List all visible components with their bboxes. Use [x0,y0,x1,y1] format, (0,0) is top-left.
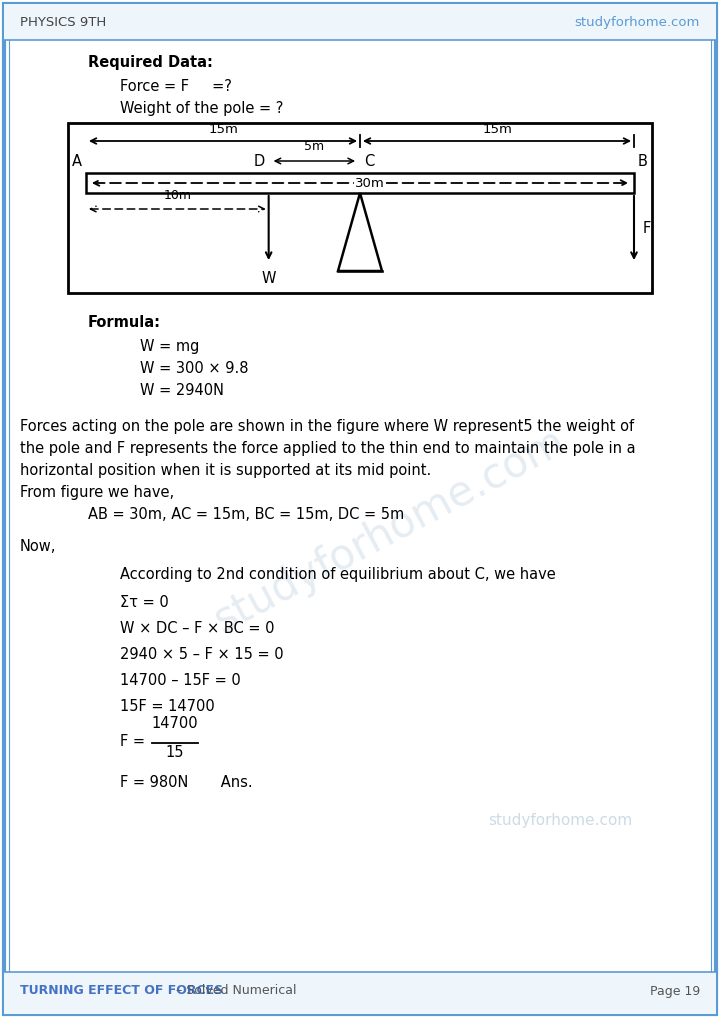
Text: 5m: 5m [305,140,325,153]
Text: F: F [643,221,652,235]
Text: 15m: 15m [482,123,512,136]
Text: W = 300 × 9.8: W = 300 × 9.8 [140,361,248,376]
Bar [4,4,716,40]
Text: C: C [364,154,374,169]
Text: 15F = 14700: 15F = 14700 [120,699,215,714]
Text: studyforhome.com: studyforhome.com [575,15,700,29]
Text: Formula:: Formula: [88,315,161,330]
Text: Weight of the pole = ?: Weight of the pole = ? [120,101,284,116]
Text: 15: 15 [166,745,184,760]
Text: 14700: 14700 [152,716,198,731]
Text: F = 980N       Ans.: F = 980N Ans. [120,775,253,790]
Text: PHYSICS 9TH: PHYSICS 9TH [20,15,107,29]
Bar [4,972,716,1014]
Text: According to 2nd condition of equilibrium about C, we have: According to 2nd condition of equilibriu… [120,567,556,582]
Text: – Solved Numerical: – Solved Numerical [172,984,297,998]
Text: Required Data:: Required Data: [88,55,213,70]
Text: W = mg: W = mg [140,339,199,354]
Text: 30m: 30m [355,176,385,189]
Text: Forces acting on the pole are shown in the figure where W represent5 the weight : Forces acting on the pole are shown in t… [20,419,634,434]
Text: studyforhome.com: studyforhome.com [207,419,573,640]
Text: A: A [72,154,82,169]
Text: AB = 30m, AC = 15m, BC = 15m, DC = 5m: AB = 30m, AC = 15m, BC = 15m, DC = 5m [88,507,404,522]
Polygon shape [338,193,382,271]
Text: From figure we have,: From figure we have, [20,485,174,500]
Text: horizontal position when it is supported at its mid point.: horizontal position when it is supported… [20,463,431,478]
Bar [68,123,652,293]
Text: 2940 × 5 – F × 15 = 0: 2940 × 5 – F × 15 = 0 [120,647,284,662]
Text: Στ = 0: Στ = 0 [120,595,168,610]
Text: 14700 – 15F = 0: 14700 – 15F = 0 [120,673,240,688]
Text: D: D [253,154,265,169]
Text: W: W [261,271,276,286]
Text: Now,: Now, [20,539,56,554]
Bar [86,173,634,193]
Text: Force = F     =?: Force = F =? [120,79,232,94]
Text: studyforhome.com: studyforhome.com [488,812,632,828]
Text: the pole and F represents the force applied to the thin end to maintain the pole: the pole and F represents the force appl… [20,441,636,456]
Text: 10m: 10m [163,189,192,202]
Text: W = 2940N: W = 2940N [140,383,224,398]
Text: Page 19: Page 19 [649,984,700,998]
Text: W × DC – F × BC = 0: W × DC – F × BC = 0 [120,621,274,636]
Text: B: B [638,154,648,169]
Text: F =: F = [120,734,150,748]
Text: TURNING EFFECT OF FORCES: TURNING EFFECT OF FORCES [20,984,223,998]
Text: 15m: 15m [208,123,238,136]
